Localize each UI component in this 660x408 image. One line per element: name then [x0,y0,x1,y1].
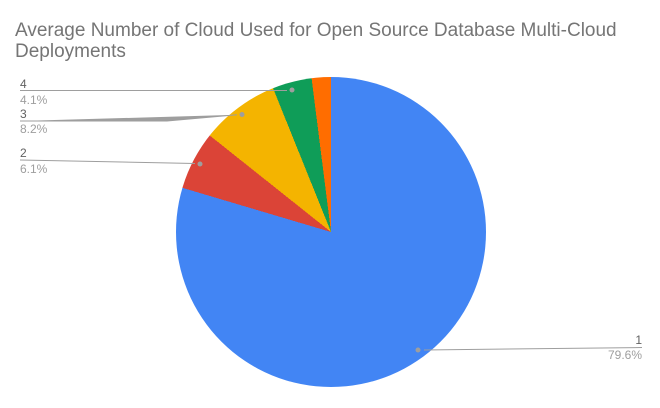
leader-line-3 [20,114,238,122]
slice-value-label: 2 [20,146,27,160]
chart-title: Average Number of Cloud Used for Open So… [15,20,617,62]
callout-label-3: 3 8.2% [20,108,47,135]
slice-value-label: 1 [635,333,642,347]
slice-percent-label: 8.2% [20,122,48,136]
callout-label-2: 2 6.1% [20,147,47,175]
slice-percent-label: 6.1% [20,162,48,176]
slice-value-label: 4 [20,77,27,91]
callout-label-1: 1 79.6% [608,334,642,361]
slice-percent-label: 4.1% [20,93,48,107]
slice-value-label: 3 [20,107,27,121]
slice-percent-label: 79.6% [607,348,642,362]
callout-label-4: 4 4.1% [20,78,47,106]
pie-chart[interactable] [176,77,486,387]
